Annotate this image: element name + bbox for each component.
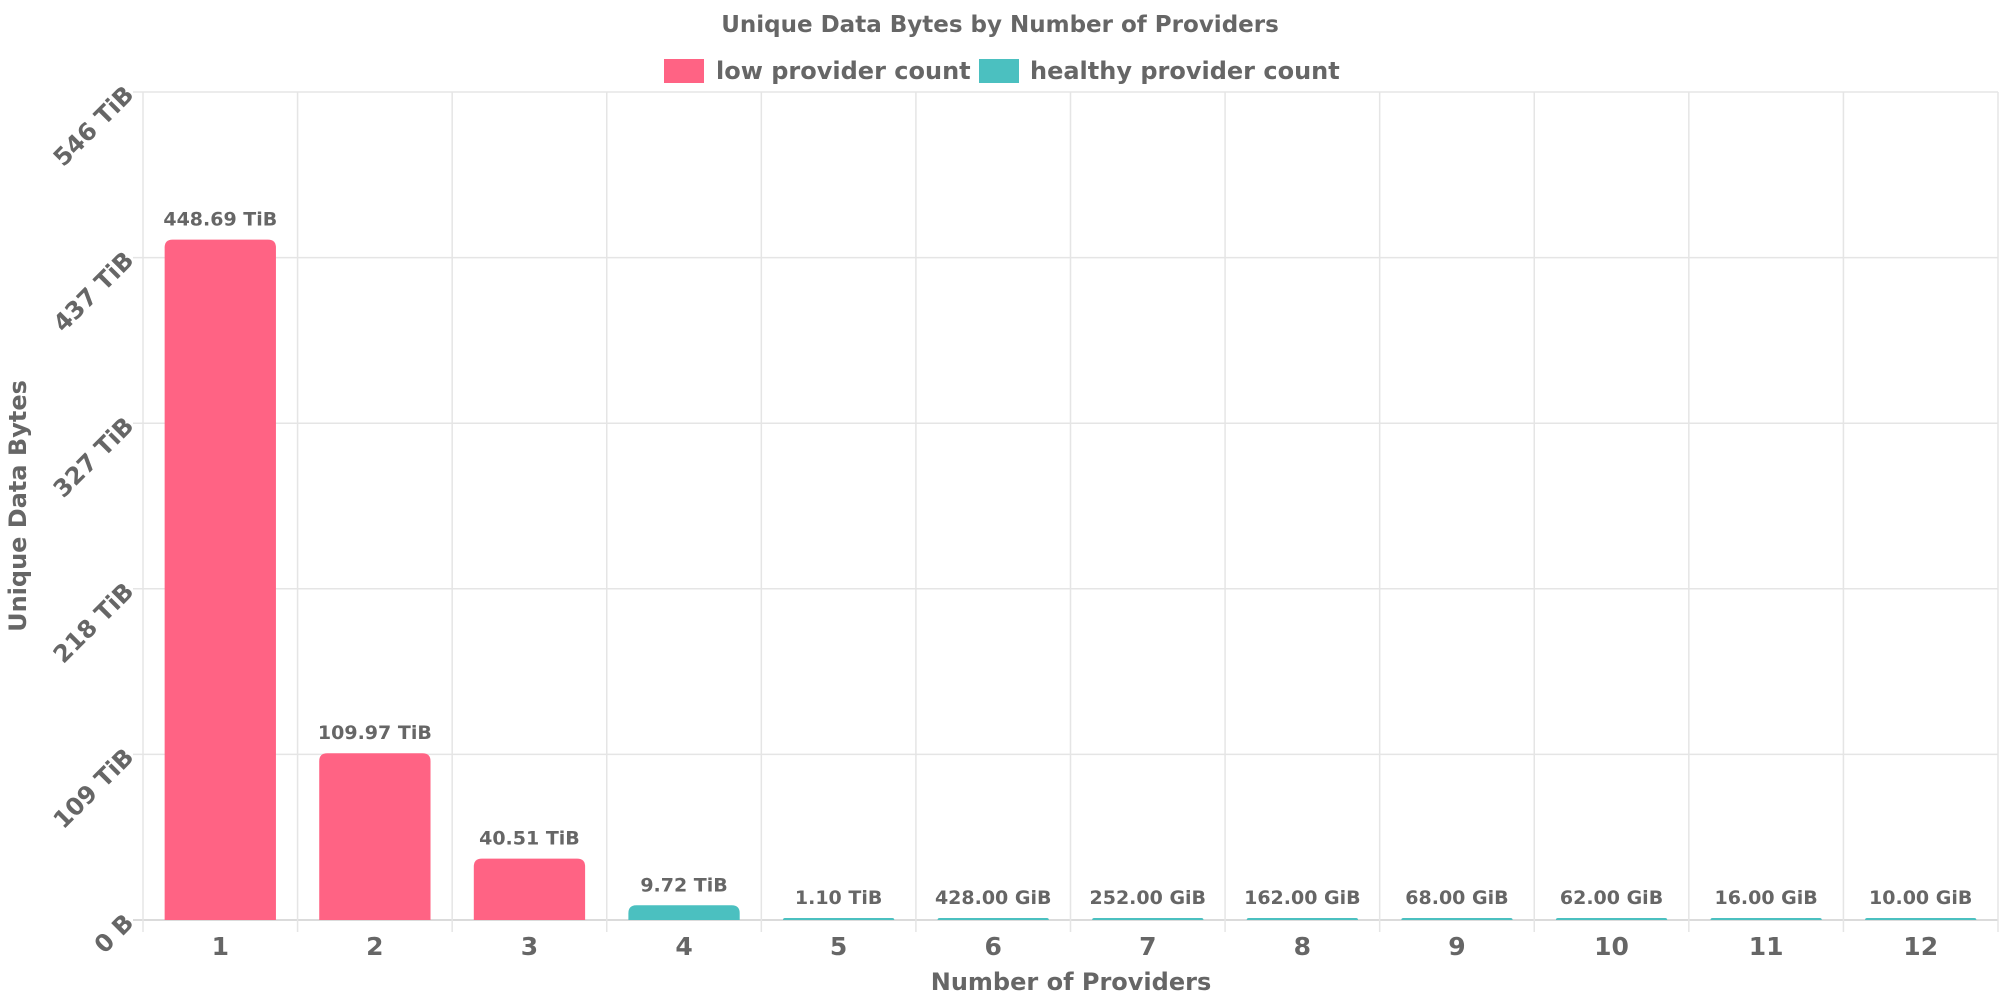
x-tick-label: 3	[521, 932, 538, 961]
data-label: 109.97 TiB	[318, 722, 432, 744]
bar-3	[473, 858, 586, 920]
data-label: 448.69 TiB	[163, 209, 277, 231]
bar-4	[628, 905, 740, 920]
bar-6	[937, 918, 1049, 920]
data-label: 10.00 GiB	[1869, 887, 1972, 909]
legend: low provider count healthy provider coun…	[664, 57, 1340, 85]
bar-9	[1401, 918, 1513, 920]
x-tick-label: 7	[1139, 932, 1156, 961]
bar-1	[164, 239, 276, 920]
chart-title: Unique Data Bytes by Number of Providers	[721, 12, 1279, 38]
data-label: 40.51 TiB	[479, 828, 580, 850]
legend-swatch-low	[664, 59, 704, 83]
x-axis-title: Number of Providers	[931, 968, 1211, 996]
bar-5	[782, 918, 895, 920]
bar-2	[319, 753, 431, 920]
y-tick-label: 546 TiB	[48, 80, 139, 171]
bar-11	[1710, 918, 1822, 920]
x-tick-label: 6	[985, 932, 1002, 961]
grid	[133, 91, 1999, 932]
x-tick-label: 9	[1448, 932, 1465, 961]
legend-item-healthy[interactable]: healthy provider count	[979, 57, 1340, 85]
x-tick-label: 4	[675, 932, 692, 961]
y-tick-label: 218 TiB	[48, 577, 139, 668]
y-tick-label: 327 TiB	[48, 412, 139, 503]
data-label: 62.00 GiB	[1560, 887, 1663, 909]
x-tick-label: 10	[1594, 932, 1629, 961]
data-label: 252.00 GiB	[1090, 887, 1207, 909]
y-tick-label: 109 TiB	[48, 743, 139, 834]
bar-8	[1246, 918, 1359, 920]
bar-7	[1092, 918, 1204, 920]
x-tick-label: 11	[1749, 932, 1784, 961]
x-tick-label: 8	[1294, 932, 1311, 961]
legend-label-healthy: healthy provider count	[1030, 57, 1340, 85]
x-tick-label: 1	[212, 932, 229, 961]
legend-item-low[interactable]: low provider count	[664, 57, 971, 85]
data-label: 1.10 TiB	[795, 887, 882, 909]
y-axis-title: Unique Data Bytes	[4, 380, 32, 632]
bar-12	[1865, 918, 1977, 920]
bars: 448.69 TiB 109.97 TiB 40.51 TiB 9.72 TiB 1.1…	[163, 209, 1977, 920]
legend-label-low: low provider count	[716, 57, 971, 85]
data-label: 162.00 GiB	[1244, 887, 1361, 909]
data-label: 428.00 GiB	[935, 887, 1052, 909]
data-label: 16.00 GiB	[1714, 887, 1817, 909]
y-tick-label: 0 B	[89, 908, 139, 958]
bar-10	[1555, 918, 1668, 920]
data-label: 68.00 GiB	[1405, 887, 1508, 909]
legend-swatch-healthy	[979, 59, 1019, 83]
x-tick-label: 2	[366, 932, 383, 961]
y-tick-label: 437 TiB	[48, 246, 139, 337]
y-tick-labels: 0 B 109 TiB 218 TiB 327 TiB 437 TiB 546 TiB	[48, 80, 139, 958]
data-label: 9.72 TiB	[640, 874, 727, 896]
x-tick-label: 5	[830, 932, 847, 961]
x-tick-labels: 1 2 3 4 5 6 7 8 9 10 11 12	[212, 932, 1939, 961]
x-tick-label: 12	[1903, 932, 1938, 961]
